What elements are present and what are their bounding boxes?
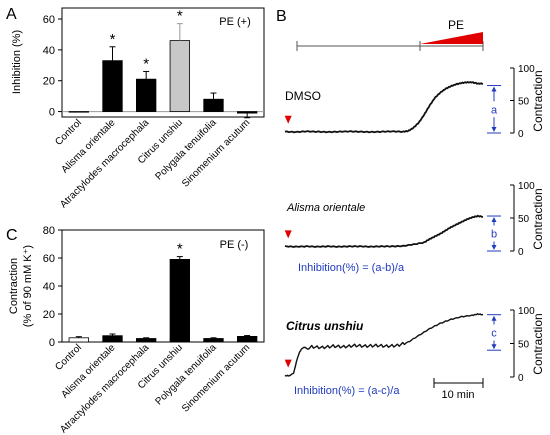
panel-a-chart: PE (+) Inhibition (%) 0204060Control*Ali… — [11, 7, 265, 210]
bracket-arrowhead-up — [491, 217, 497, 223]
panel-c-bar — [68, 337, 89, 343]
panel-c-chart: PE (-) Contraction (% of 90 mM K⁺) 0 20 40… — [8, 225, 265, 435]
panel-c-y-tick-label: 80 — [43, 225, 55, 237]
panel-c-y-tick-label: 20 — [43, 309, 55, 321]
trace-line — [284, 214, 484, 248]
bracket-arrowhead-up — [491, 315, 497, 321]
panel-a-y-tick-label: 60 — [43, 14, 55, 26]
trace-y-tick-label: 50 — [518, 97, 530, 108]
panel-a-category-label: Control — [53, 117, 84, 148]
panel-c-bar — [203, 338, 224, 343]
trace-y-tick-label: 50 — [518, 214, 530, 225]
panel-a-y-tick-label: 20 — [43, 76, 55, 88]
inhibition-formula-c: Inhibition(%) = (a-c)/a — [294, 385, 400, 397]
drug-application-marker — [284, 230, 292, 239]
panel-label-c: C — [6, 227, 18, 244]
bracket-arrowhead-down — [491, 245, 497, 250]
inhibition-formula-b: Inhibition(%) = (a-b)/a — [298, 262, 405, 274]
panel-a-significance-mark: * — [110, 31, 116, 48]
panel-c-y-axis-label-line2: (% of 90 mM K⁺) — [22, 245, 34, 327]
trace-y-tick-label: 0 — [518, 247, 524, 258]
panel-label-b: B — [276, 8, 287, 25]
panel-label-a: A — [6, 6, 17, 23]
trace-y-tick-label: 0 — [518, 373, 524, 384]
panel-a-bar — [68, 111, 89, 113]
panel-a-bar — [169, 40, 190, 112]
panel-c-significance-mark: * — [177, 241, 183, 258]
panel-c-y-tick-label: 60 — [43, 253, 55, 265]
panel-a-significance-mark: * — [177, 8, 183, 25]
panel-c-category-label: Polygala tenuifolia — [153, 342, 218, 407]
bracket-arrowhead-up — [491, 86, 497, 92]
trace-label-dmso: DMSO — [285, 89, 321, 103]
panel-a-bar — [203, 98, 224, 112]
panel-c-bar — [169, 258, 190, 343]
panel-c-bar — [136, 338, 157, 343]
trace1-y-axis-label: Contraction — [531, 70, 545, 131]
pe-label: PE — [448, 18, 464, 32]
trace2-y-axis-label: Contraction — [531, 188, 545, 249]
panel-a-bar — [102, 60, 123, 112]
drug-application-marker — [284, 115, 292, 124]
panel-a-legend-text: PE (+) — [219, 16, 250, 28]
trace-y-tick-label: 100 — [518, 181, 535, 192]
drug-application-marker — [284, 359, 292, 368]
trace-line — [284, 313, 484, 377]
bracket-label: b — [491, 229, 497, 241]
panel-a-bar — [136, 78, 157, 112]
panel-a-category-label: Sinomenium acutum — [180, 117, 252, 189]
bracket-arrowhead-down — [491, 127, 497, 132]
trace-y-tick-label: 50 — [518, 340, 530, 351]
panel-c-category-label: Control — [53, 342, 84, 373]
panel-a-y-tick-label: 40 — [43, 45, 55, 57]
panel-c-legend-text: PE (-) — [220, 239, 249, 251]
trace-y-tick-label: 100 — [518, 64, 535, 75]
trace-label-alisma: Alisma orientale — [286, 202, 365, 214]
bracket-arrowhead-down — [491, 344, 497, 350]
panel-a-y-axis-label: Inhibition (%) — [11, 30, 23, 94]
panel-c-y-tick-label: 40 — [43, 281, 55, 293]
panel-c-y-tick-label: 0 — [49, 337, 55, 349]
trace3-y-axis-label: Contraction — [531, 313, 545, 374]
bracket-label: a — [491, 104, 498, 116]
panel-c-category-label: Sinomenium acutum — [180, 342, 252, 414]
panel-a-significance-mark: * — [143, 55, 149, 72]
panel-a-category-label: Polygala tenuifolia — [153, 117, 218, 182]
trace-line — [284, 81, 484, 134]
trace-y-tick-label: 100 — [518, 306, 535, 317]
panel-c-bar — [102, 335, 123, 343]
scale-bar-label: 10 min — [441, 389, 474, 401]
bracket-label: c — [491, 327, 497, 339]
panel-c-y-axis-label-line1: Contraction — [8, 258, 20, 314]
panel-b-traces: PE DMSO Alisma orientale Citrus unshiu I… — [284, 18, 545, 401]
panel-a-bar — [237, 111, 258, 114]
panel-a-frame — [61, 7, 265, 118]
trace-label-citrus: Citrus unshiu — [286, 319, 364, 333]
panel-a-y-tick-label: 0 — [49, 107, 55, 119]
panel-c-bar — [237, 335, 258, 343]
pe-ramp-wedge — [420, 32, 483, 44]
trace-y-tick-label: 0 — [518, 129, 524, 140]
